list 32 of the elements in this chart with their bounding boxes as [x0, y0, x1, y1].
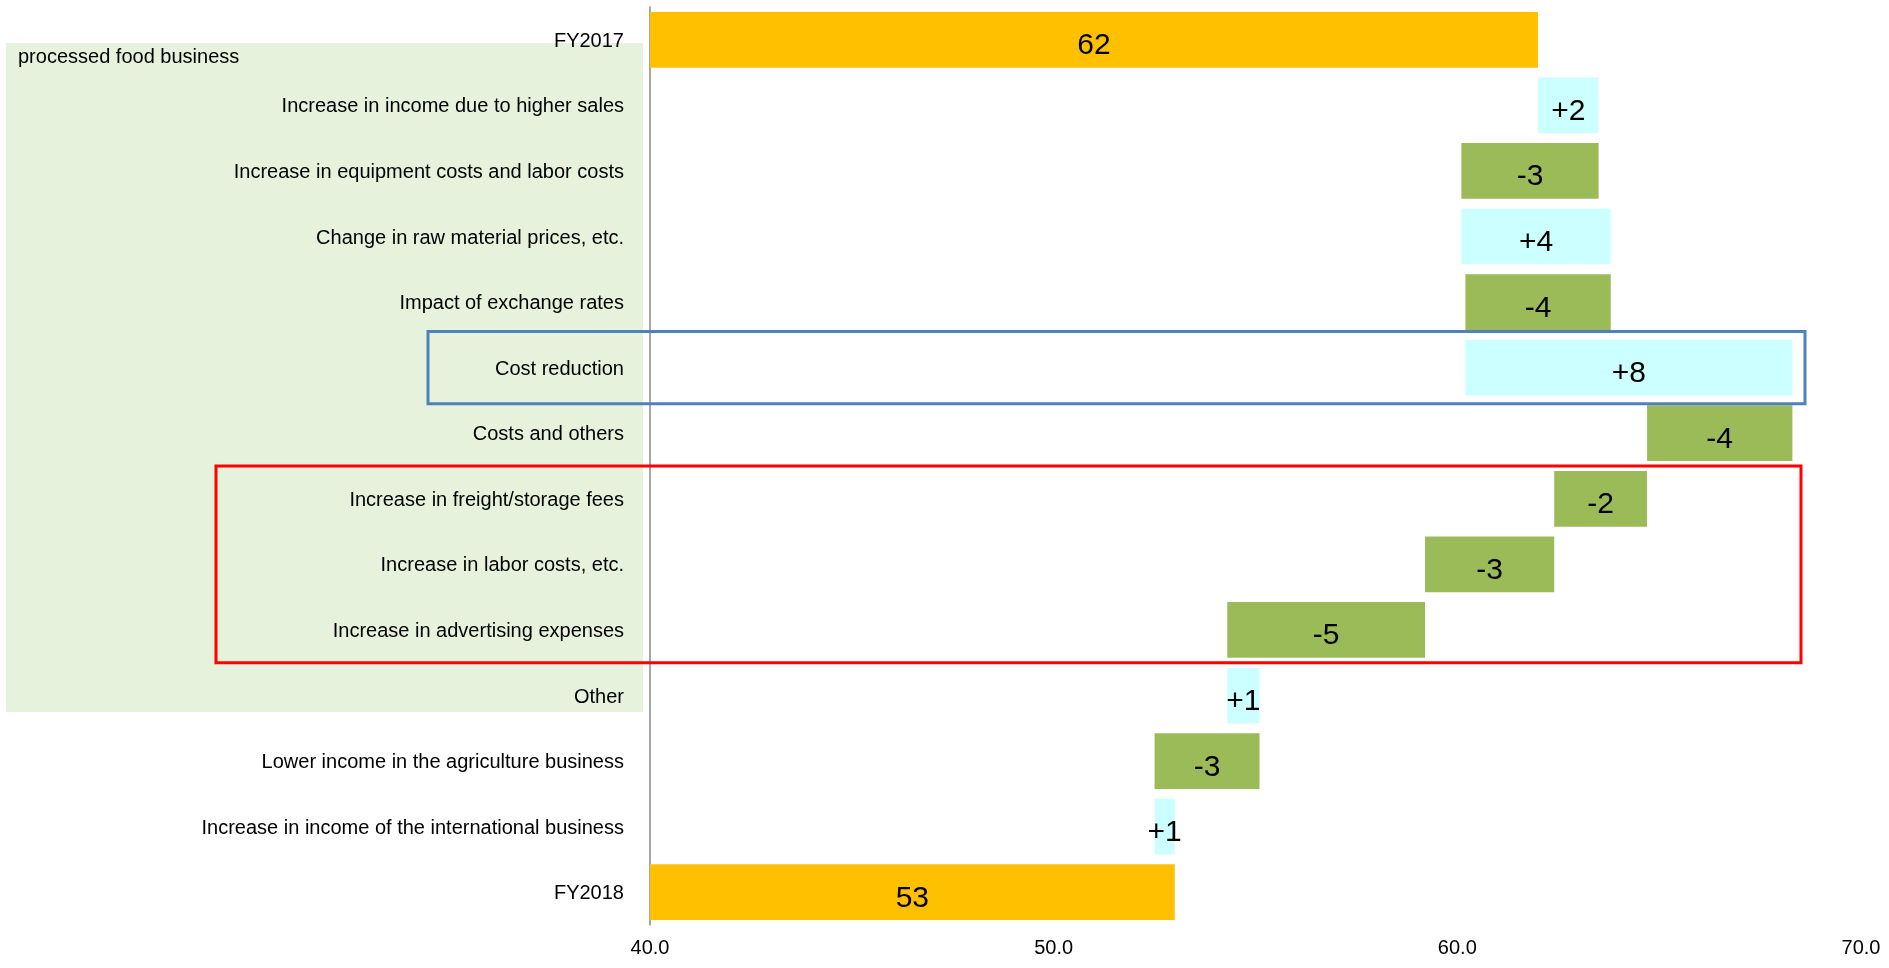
- y-tick-label: Lower income in the agriculture business: [261, 750, 624, 773]
- data-label: 53: [895, 879, 930, 913]
- data-label: +2: [1551, 92, 1586, 126]
- y-tick-label: Cost reduction: [495, 356, 624, 379]
- data-label: +1: [1226, 683, 1261, 716]
- data-label: +1: [1147, 814, 1182, 848]
- data-label: -2: [1587, 486, 1614, 520]
- y-tick-label: FY2018: [553, 881, 624, 904]
- data-label: -3: [1193, 748, 1221, 782]
- y-tick-label: Increase in income of the international business: [201, 815, 624, 838]
- x-tick-label: 40.0: [630, 936, 670, 958]
- data-label: -3: [1516, 158, 1544, 192]
- y-tick-label: Change in raw material prices, etc.: [316, 225, 624, 248]
- data-label: -4: [1524, 289, 1552, 323]
- y-tick-label: Increase in advertising expenses: [332, 618, 624, 641]
- data-label: -3: [1476, 551, 1503, 585]
- y-tick-label: FY2017: [553, 28, 624, 51]
- data-label: +8: [1611, 355, 1646, 389]
- y-tick-label: Increase in labor costs, etc.: [380, 553, 624, 576]
- y-tick-label: Increase in income due to higher sales: [281, 94, 624, 117]
- y-tick-label: Increase in freight/storage fees: [349, 487, 624, 510]
- data-label: +4: [1518, 224, 1554, 257]
- x-tick-label: 60.0: [1437, 936, 1477, 958]
- data-label: -5: [1312, 617, 1340, 651]
- data-label: 62: [1077, 27, 1111, 61]
- x-tick-label: 70.0: [1841, 936, 1881, 958]
- data-label: -4: [1706, 420, 1734, 454]
- y-tick-label: Other: [573, 684, 625, 707]
- x-tick-label: 50.0: [1034, 936, 1074, 958]
- y-tick-label: Costs and others: [472, 422, 624, 445]
- y-tick-label: Increase in equipment costs and labor costs: [233, 159, 624, 182]
- y-tick-label: Impact of exchange rates: [399, 291, 624, 314]
